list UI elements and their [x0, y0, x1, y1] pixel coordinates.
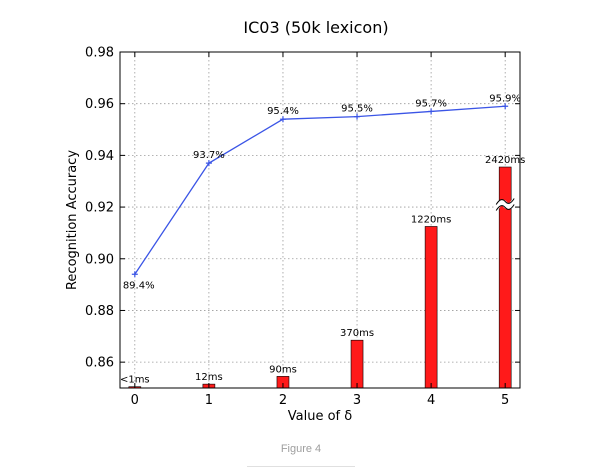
x-tick-label: 3 — [353, 393, 361, 408]
bar-label: 1220ms — [411, 214, 451, 225]
line-point-label: 93.7% — [193, 150, 225, 161]
x-tick-label: 1 — [205, 393, 213, 408]
x-axis-label: Value of δ — [288, 409, 352, 424]
y-axis-label: Recognition Accuracy — [65, 150, 80, 290]
line-point-label: 95.4% — [267, 106, 299, 117]
accuracy-line — [134, 105, 506, 275]
chart-title: IC03 (50k lexicon) — [243, 18, 388, 37]
bar-label: 2420ms — [485, 155, 525, 166]
y-tick-label: 0.90 — [85, 252, 114, 267]
bar-label: <1ms — [120, 375, 150, 386]
bar — [424, 226, 438, 389]
bar-series — [128, 166, 517, 389]
axis-break-mark — [495, 204, 515, 211]
y-tick-label: 0.98 — [85, 46, 114, 61]
line-marker — [354, 113, 361, 120]
line-point-label: 95.7% — [415, 98, 447, 109]
bar — [350, 339, 364, 389]
line-marker — [279, 116, 286, 123]
y-tick-label: 0.92 — [85, 201, 114, 216]
x-tick-label: 4 — [427, 393, 435, 408]
y-tick-label: 0.94 — [85, 149, 114, 164]
caption-divider — [247, 466, 355, 467]
axis-break-mark — [495, 198, 515, 205]
x-tick-label: 5 — [501, 393, 509, 408]
line-point-label: 89.4% — [123, 280, 155, 291]
chart: IC03 (50k lexicon) <1ms 12ms 90ms 370ms 1220… — [65, 18, 525, 424]
figure-caption: Figure 4 — [280, 443, 322, 455]
bar-label: 12ms — [195, 372, 223, 383]
data-labels: <1ms 12ms 90ms 370ms 1220ms 2420ms 89.4% 93.7% 9… — [120, 93, 525, 385]
y-tick-label: 0.96 — [85, 97, 114, 112]
bar-label: 90ms — [269, 364, 297, 375]
line-series — [131, 103, 509, 278]
line-point-label: 95.9% — [489, 93, 521, 104]
line-marker — [205, 160, 212, 167]
bar-label: 370ms — [340, 328, 374, 339]
axes: 0.86 0.88 0.90 0.92 0.94 0.96 0.98 0 1 2 3 4 5 — [85, 46, 520, 408]
grid — [120, 51, 520, 388]
line-marker — [502, 103, 509, 110]
x-tick-label: 2 — [279, 393, 287, 408]
x-tick-label: 0 — [131, 393, 139, 408]
plot-frame — [119, 51, 521, 389]
line-point-label: 95.5% — [341, 104, 373, 115]
y-tick-label: 0.88 — [85, 304, 114, 319]
axis-break-gap — [493, 199, 517, 210]
y-tick-label: 0.86 — [85, 356, 114, 371]
line-marker — [131, 271, 138, 278]
line-marker — [428, 108, 435, 115]
